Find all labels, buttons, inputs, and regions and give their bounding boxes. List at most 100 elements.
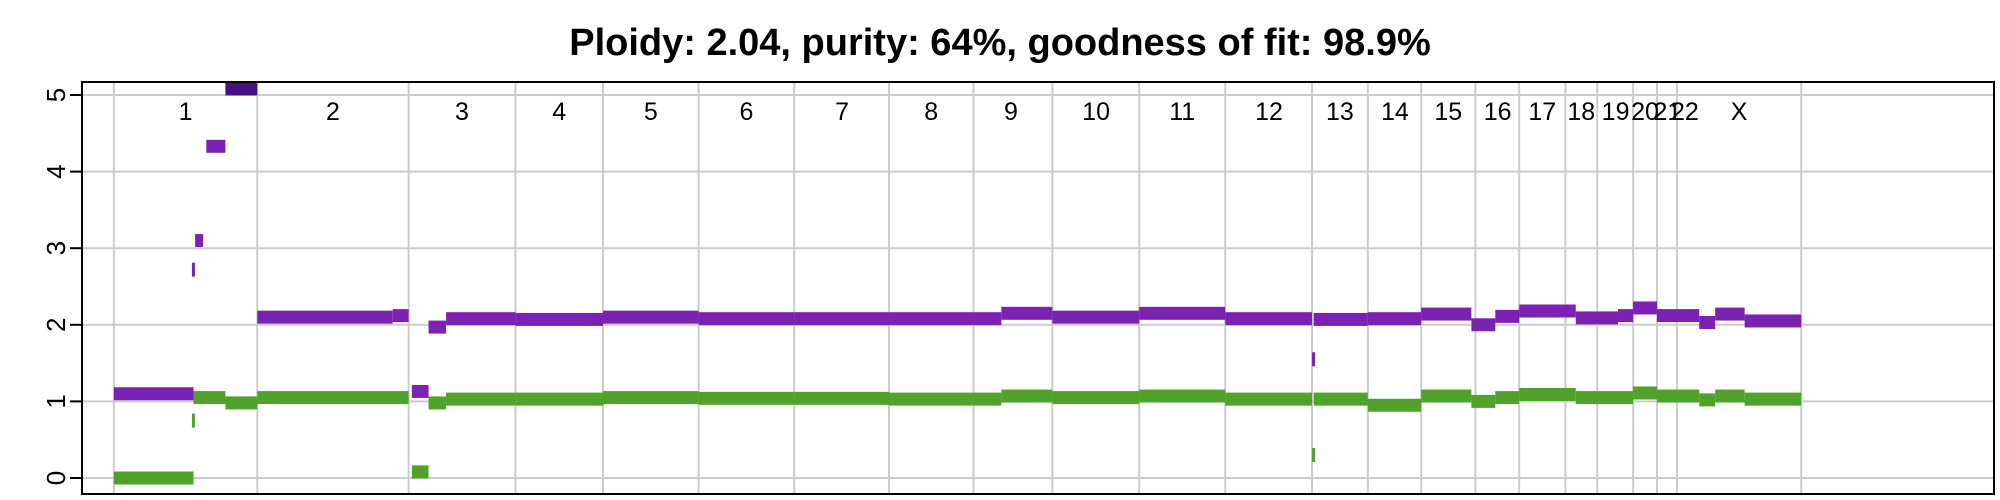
chromosome-label: 14 <box>1381 98 1409 126</box>
segment-minor <box>1313 392 1368 406</box>
segment-total <box>428 320 447 334</box>
segment-total <box>1715 307 1745 321</box>
segment-total <box>1471 318 1496 332</box>
segment-minor <box>1001 389 1053 403</box>
plot-frame <box>81 81 1995 495</box>
segment-minor <box>1633 386 1658 400</box>
segment-total <box>1744 314 1802 328</box>
chromosome-label: 21 <box>1653 98 1681 126</box>
chromosome-label: 16 <box>1484 98 1512 126</box>
segment-minor <box>1699 393 1716 407</box>
chromosome-label: 11 <box>1169 98 1195 126</box>
segment-total <box>113 387 194 401</box>
segment-minor <box>1657 389 1700 403</box>
segment-minor <box>1312 448 1316 463</box>
chromosome-label: 3 <box>455 98 469 126</box>
segment-total <box>1367 312 1422 326</box>
segment-total <box>1139 306 1226 320</box>
segment-total <box>191 262 195 277</box>
y-tick-label: 3 <box>41 241 71 255</box>
segment-total <box>1495 309 1520 323</box>
chromosome-label: X <box>1731 98 1748 126</box>
segment-total <box>889 312 974 326</box>
segment-total <box>1617 309 1634 323</box>
segment-minor <box>225 396 258 410</box>
segment-total <box>1699 316 1716 330</box>
segment-total <box>1633 301 1658 315</box>
segment-total <box>206 139 226 153</box>
y-tick-label: 1 <box>41 394 71 408</box>
y-tick-label: 0 <box>41 471 71 485</box>
segment-total <box>225 82 258 96</box>
chromosome-label: 6 <box>739 98 753 126</box>
segment-total <box>1519 304 1576 318</box>
segment-minor <box>1519 388 1576 402</box>
segment-minor <box>515 392 604 406</box>
chromosome-label: 19 <box>1602 98 1630 126</box>
segment-minor <box>1471 394 1496 408</box>
segment-minor <box>698 391 795 405</box>
segment-total <box>1575 311 1618 325</box>
segment-minor <box>889 392 974 406</box>
segment-total <box>195 234 204 248</box>
segment-minor <box>1495 391 1520 405</box>
segment-total <box>1312 352 1316 367</box>
segment-minor <box>603 391 699 405</box>
segment-minor <box>113 471 194 485</box>
segment-minor <box>1052 391 1140 405</box>
chromosome-label: 5 <box>644 98 658 126</box>
segment-minor <box>1744 392 1802 406</box>
segment-minor <box>1421 389 1472 403</box>
segment-total <box>603 310 699 324</box>
chart-title: Ploidy: 2.04, purity: 64%, goodness of f… <box>569 22 1431 64</box>
segment-total <box>1225 312 1313 326</box>
segment-total <box>1421 307 1472 321</box>
chromosome-label: 4 <box>552 98 566 126</box>
segment-total <box>392 309 409 323</box>
y-axis: 0 1 2 3 4 5 <box>41 88 82 485</box>
chromosome-label: 18 <box>1567 98 1595 126</box>
gridlines <box>82 82 1994 494</box>
chromosome-label: 2 <box>326 98 340 126</box>
segment-minor <box>446 392 516 406</box>
chromosome-label: 7 <box>835 98 849 126</box>
y-tick-label: 4 <box>41 164 71 178</box>
segment-minor <box>428 396 447 410</box>
chromosome-label: 20 <box>1631 98 1659 126</box>
chromosome-label: 1 <box>179 98 193 126</box>
chromosome-label: 12 <box>1255 98 1283 126</box>
segment-minor <box>1367 398 1422 412</box>
segments <box>113 82 1802 485</box>
segment-total <box>515 312 604 326</box>
segment-minor <box>1225 392 1313 406</box>
chromosome-label: 15 <box>1434 98 1462 126</box>
segment-minor <box>1139 389 1226 403</box>
segment-minor <box>1575 391 1618 405</box>
segment-total <box>794 312 890 326</box>
segment-minor <box>973 392 1002 406</box>
segment-minor <box>1617 391 1634 405</box>
chromosome-label: 13 <box>1326 98 1354 126</box>
segment-total <box>698 312 795 326</box>
segment-total <box>446 312 516 326</box>
y-tick-label: 2 <box>41 318 71 332</box>
chromosome-label: 10 <box>1082 98 1110 126</box>
chromosome-label: 9 <box>1004 98 1018 126</box>
segment-total <box>1313 312 1368 326</box>
chromosome-label: 22 <box>1671 98 1699 126</box>
segment-minor <box>411 384 429 398</box>
segment-total <box>973 312 1002 326</box>
segment-minor <box>1715 389 1745 403</box>
segment-minor <box>257 391 409 405</box>
chromosome-label: 8 <box>924 98 938 126</box>
segment-total <box>1052 310 1140 324</box>
segment-minor <box>191 413 195 428</box>
segment-minor <box>794 391 890 405</box>
segment-minor <box>193 391 226 405</box>
segment-total <box>257 310 393 324</box>
segment-minor <box>411 465 429 479</box>
segment-total <box>1657 309 1700 323</box>
chromosome-label: 17 <box>1528 98 1556 126</box>
